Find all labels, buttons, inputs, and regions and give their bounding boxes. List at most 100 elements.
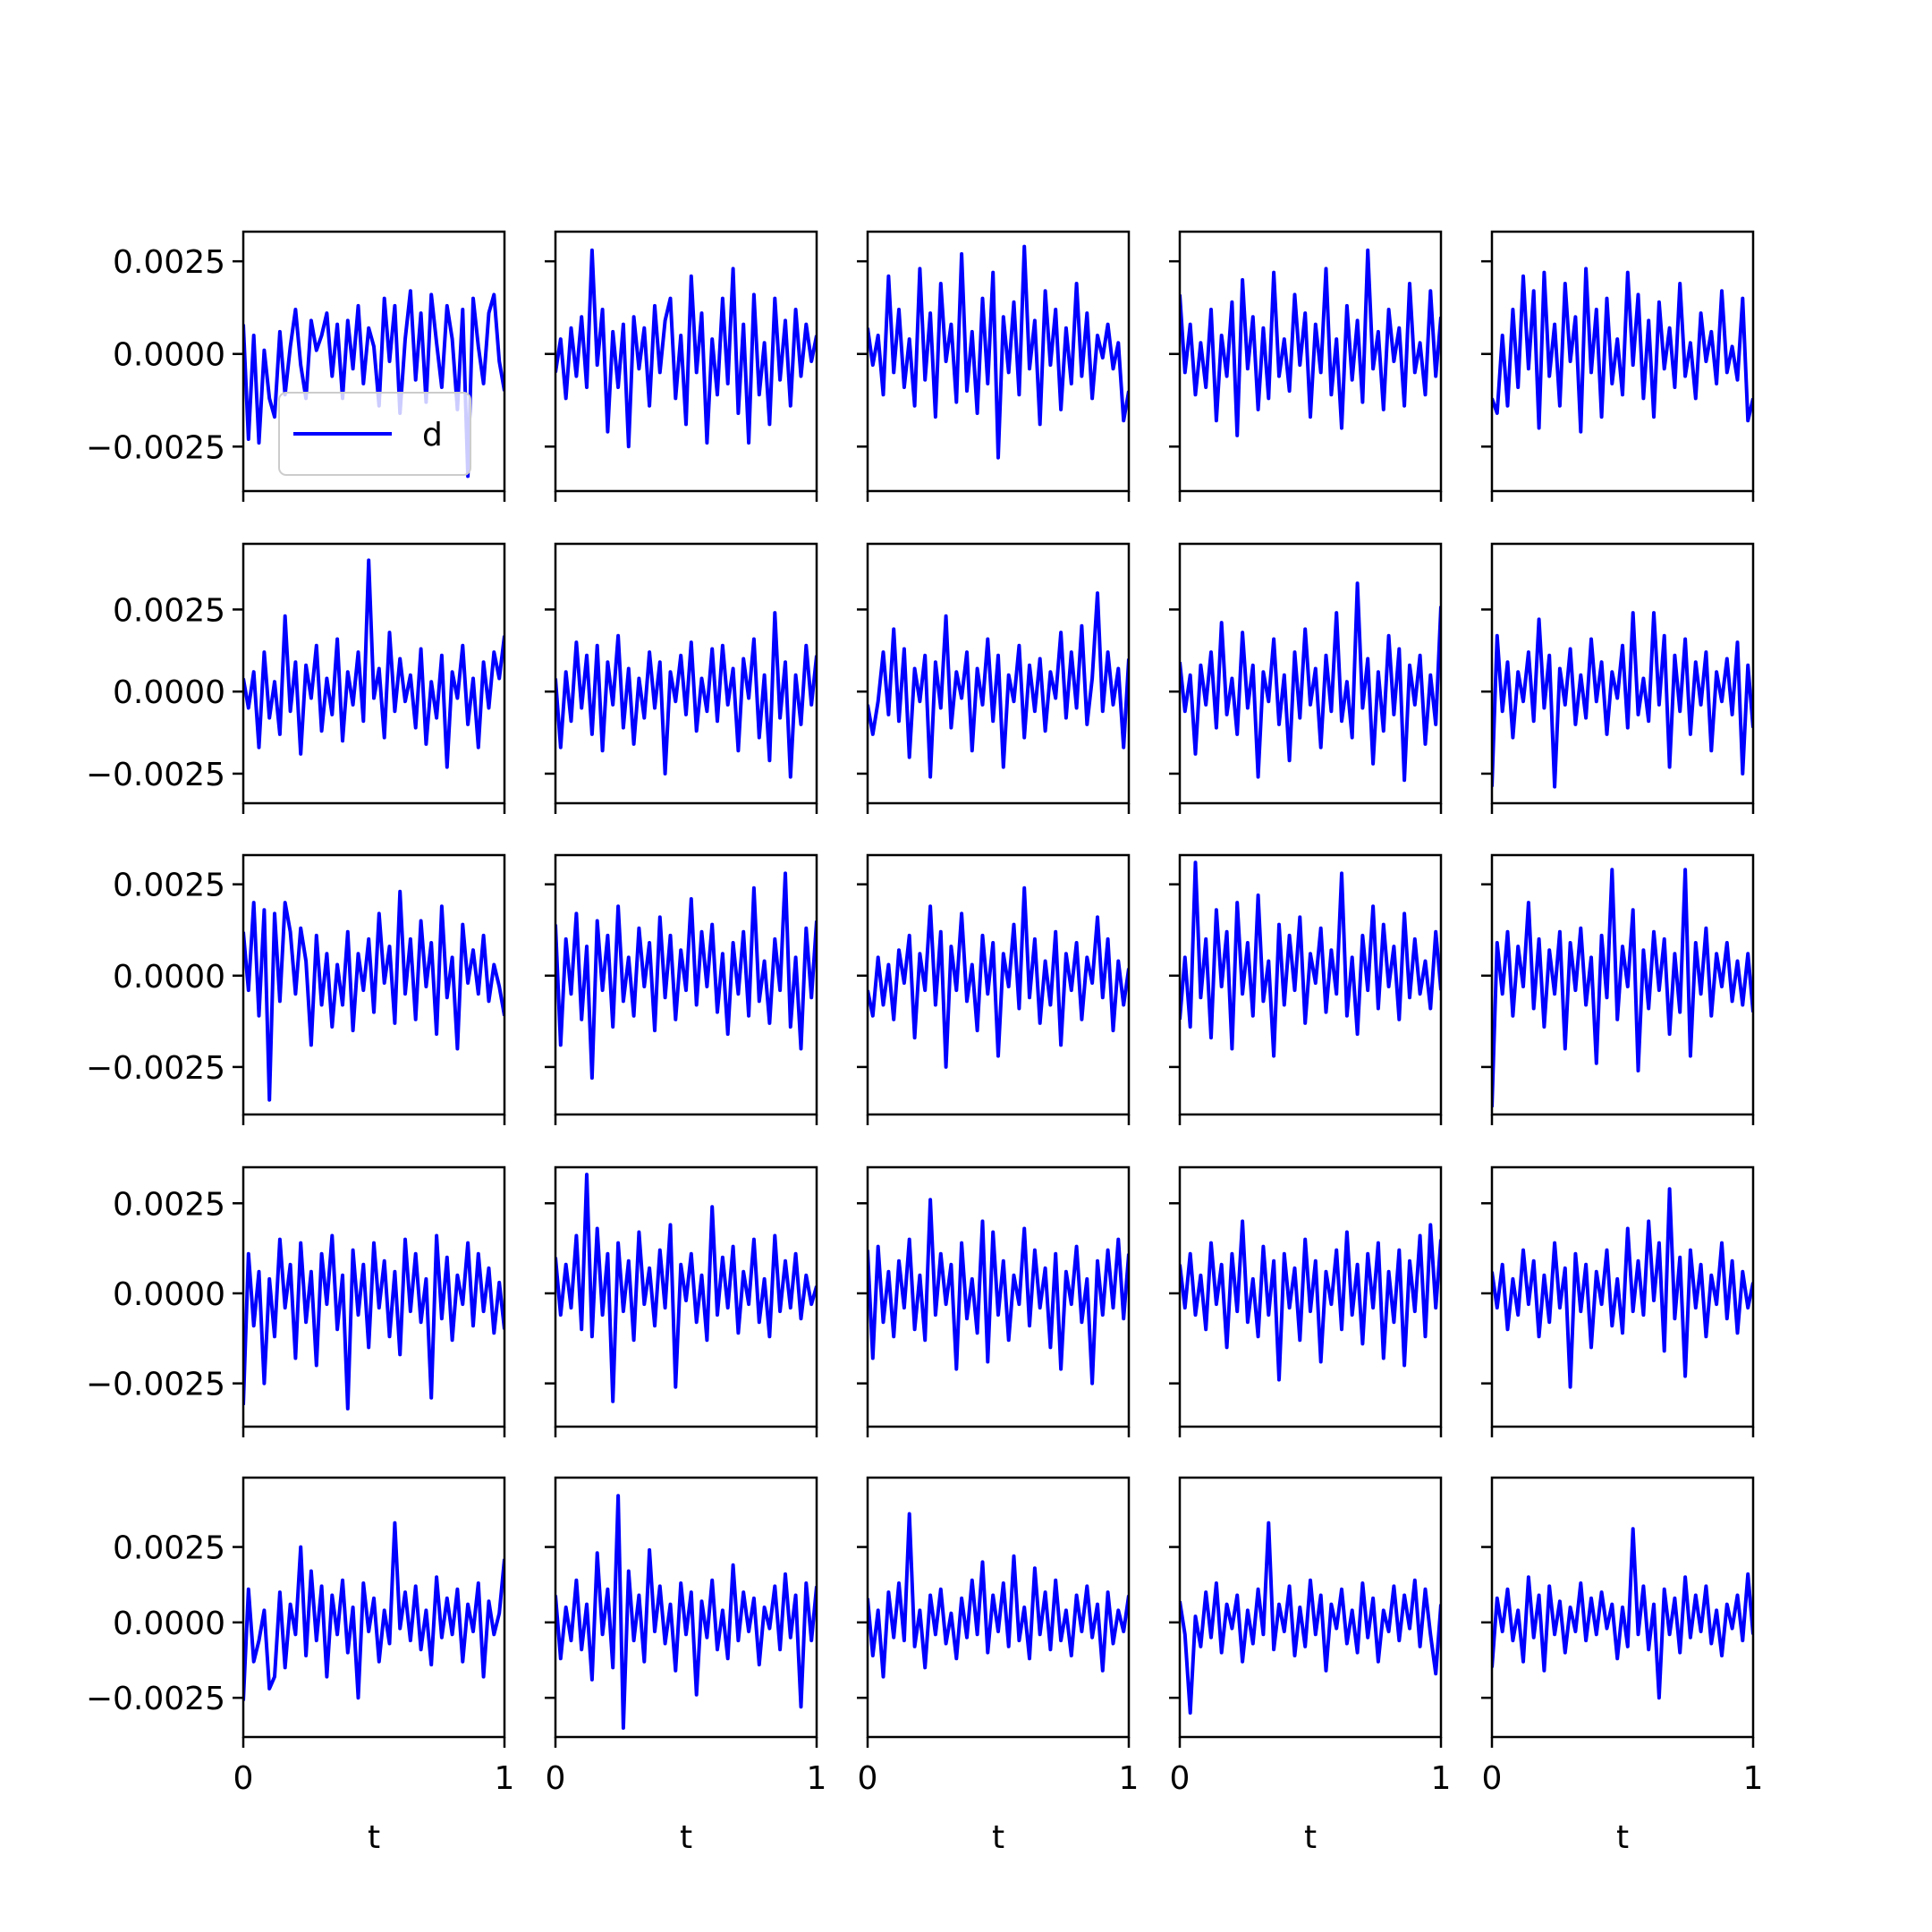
x-axis-label: t — [680, 1819, 692, 1856]
y-tick-label: −0.0025 — [86, 757, 225, 793]
series-line-d — [868, 1198, 1129, 1385]
axes-frame — [1490, 230, 1755, 493]
y-tick-label: 0.0000 — [113, 1276, 225, 1313]
subplot-r2c3 — [857, 542, 1131, 814]
subplot-r3c4 — [1169, 853, 1443, 1125]
series-line-d — [1492, 611, 1753, 789]
x-tick-label: 0 — [858, 1760, 878, 1797]
subplot-r4c1: 0.0025 0.0000 −0.0025 — [86, 1165, 506, 1437]
subplot-r3c3 — [857, 853, 1131, 1125]
x-tick-label: 1 — [807, 1760, 827, 1797]
x-tick-label: 1 — [1743, 1760, 1764, 1797]
axes-frame — [242, 542, 506, 805]
subplot-r2c4 — [1169, 542, 1443, 814]
series-line-d — [243, 889, 504, 1102]
series-line-d — [1180, 581, 1441, 783]
x-tick-label: 0 — [1482, 1760, 1503, 1797]
series-line-d — [1492, 267, 1753, 434]
axes-frame — [1490, 542, 1755, 805]
axes-frame — [554, 853, 818, 1116]
subplot-r5c4: 0 1 t — [1169, 1476, 1452, 1856]
series-line-d — [555, 1173, 817, 1403]
y-tick-label: 0.0025 — [113, 1530, 225, 1567]
y-tick-label: 0.0000 — [113, 1606, 225, 1642]
series-line-d — [1180, 860, 1441, 1058]
axes-frame — [554, 230, 818, 493]
series-line-d — [243, 1521, 504, 1701]
y-tick-label: −0.0025 — [86, 1681, 225, 1717]
series-line-d — [1180, 248, 1441, 437]
subplot-r2c2 — [545, 542, 818, 814]
series-line-d — [1180, 1219, 1441, 1382]
axes-frame — [866, 542, 1131, 805]
y-tick-label: 0.0025 — [113, 868, 225, 904]
axes-frame — [1178, 853, 1443, 1116]
axes-frame — [554, 542, 818, 805]
y-tick-label: −0.0025 — [86, 1050, 225, 1087]
series-line-d — [1180, 1521, 1441, 1715]
subplot-r2c1: 0.0025 0.0000 −0.0025 — [86, 542, 506, 814]
subplot-r2c5 — [1481, 542, 1755, 814]
series-line-d — [1492, 868, 1753, 1107]
y-tick-label: −0.0025 — [86, 429, 225, 466]
axes-frame — [1178, 542, 1443, 805]
x-axis-label: t — [1616, 1819, 1629, 1856]
axes-frame — [1178, 1165, 1443, 1428]
subplot-r1c1: 0.0025 0.0000 −0.0025 d — [86, 230, 506, 502]
x-tick-label: 1 — [1431, 1760, 1452, 1797]
series-line-d — [868, 591, 1129, 779]
series-line-d — [1492, 1527, 1753, 1700]
series-line-d — [868, 244, 1129, 460]
axes-frame — [554, 1165, 818, 1428]
subplot-r3c2 — [545, 853, 818, 1125]
subplot-r1c3 — [857, 230, 1131, 502]
series-line-d — [555, 248, 817, 449]
series-line-d — [1492, 1187, 1753, 1389]
x-axis-label: t — [368, 1819, 380, 1856]
y-tick-label: −0.0025 — [86, 1367, 225, 1403]
series-line-d — [555, 871, 817, 1080]
subplot-r1c4 — [1169, 230, 1443, 502]
series-line-d — [243, 289, 504, 479]
legend-label: d — [422, 417, 443, 453]
x-tick-label: 0 — [233, 1760, 254, 1797]
y-tick-label: 0.0000 — [113, 337, 225, 374]
axes-frame — [242, 1165, 506, 1428]
legend: d — [278, 392, 471, 476]
y-tick-label: 0.0025 — [113, 1186, 225, 1223]
x-tick-label: 1 — [495, 1760, 515, 1797]
axes-frame — [866, 1165, 1131, 1428]
subplot-r4c4 — [1169, 1165, 1443, 1437]
subplot-r3c5 — [1481, 853, 1755, 1125]
axes-frame — [1178, 230, 1443, 493]
axes-frame — [554, 1476, 818, 1739]
axes-frame — [866, 853, 1131, 1116]
subplot-r5c1: 0.0025 0.0000 −0.0025 0 1 t — [86, 1476, 515, 1856]
series-line-d — [868, 1512, 1129, 1679]
x-tick-label: 0 — [546, 1760, 566, 1797]
subplot-r4c5 — [1481, 1165, 1755, 1437]
x-axis-label: t — [992, 1819, 1004, 1856]
y-tick-label: 0.0025 — [113, 592, 225, 629]
x-tick-label: 0 — [1170, 1760, 1191, 1797]
axes-frame — [1178, 1476, 1443, 1739]
series-line-d — [243, 1233, 504, 1411]
series-line-d — [555, 611, 817, 779]
y-tick-label: 0.0025 — [113, 244, 225, 281]
subplot-r5c3: 0 1 t — [857, 1476, 1140, 1856]
series-line-d — [555, 1494, 817, 1730]
subplot-r1c2 — [545, 230, 818, 502]
axes-frame — [242, 1476, 506, 1739]
axes-frame — [866, 230, 1131, 493]
x-tick-label: 1 — [1119, 1760, 1140, 1797]
series-line-d — [868, 886, 1129, 1069]
subplot-r4c2 — [545, 1165, 818, 1437]
axes-frame — [242, 853, 506, 1116]
subplot-r3c1: 0.0025 0.0000 −0.0025 — [86, 853, 506, 1125]
axes-frame — [242, 230, 506, 493]
series-line-d — [243, 558, 504, 769]
y-tick-label: 0.0000 — [113, 959, 225, 996]
axes-frame — [1490, 1476, 1755, 1739]
